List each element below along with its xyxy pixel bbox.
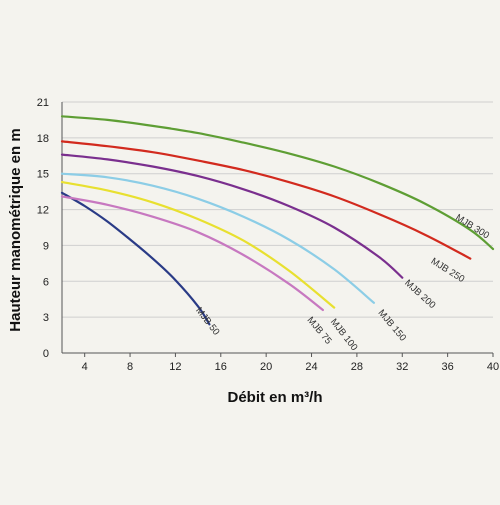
y-tick-label: 15 [37,169,49,181]
y-tick-label: 0 [43,348,49,360]
x-tick-label: 40 [487,361,499,373]
x-tick-label: 8 [127,361,133,373]
y-tick-label: 9 [43,240,49,252]
series-line-mjb-100 [60,181,336,309]
y-tick-label: 18 [37,133,49,145]
x-tick-label: 12 [169,361,181,373]
x-axis-title: Débit en m³/h [227,389,322,406]
grid-layer [62,101,493,354]
x-tick-label: 36 [442,361,454,373]
series-line-mjb-50 [60,191,211,326]
x-tick-label: 28 [351,361,363,373]
y-tick-label: 6 [43,276,49,288]
series-line-mjb-300 [60,115,495,251]
series-line-mjb-75 [60,195,324,312]
x-tick-label: 16 [215,361,227,373]
x-tick-label: 32 [396,361,408,373]
y-tick-label: 12 [37,205,49,217]
y-tick-label: 21 [37,97,49,109]
x-tick-label: 4 [82,361,88,373]
y-tick-label: 3 [43,312,49,324]
x-tick-label: 24 [305,361,317,373]
y-axis-title: Hauteur manométrique en m [7,128,24,331]
series-layer [60,115,495,326]
x-tick-label: 20 [260,361,272,373]
series-line-mjb-250 [60,140,472,260]
series-line-mjb-150 [60,172,375,304]
series-line-mjb-200 [60,153,404,279]
